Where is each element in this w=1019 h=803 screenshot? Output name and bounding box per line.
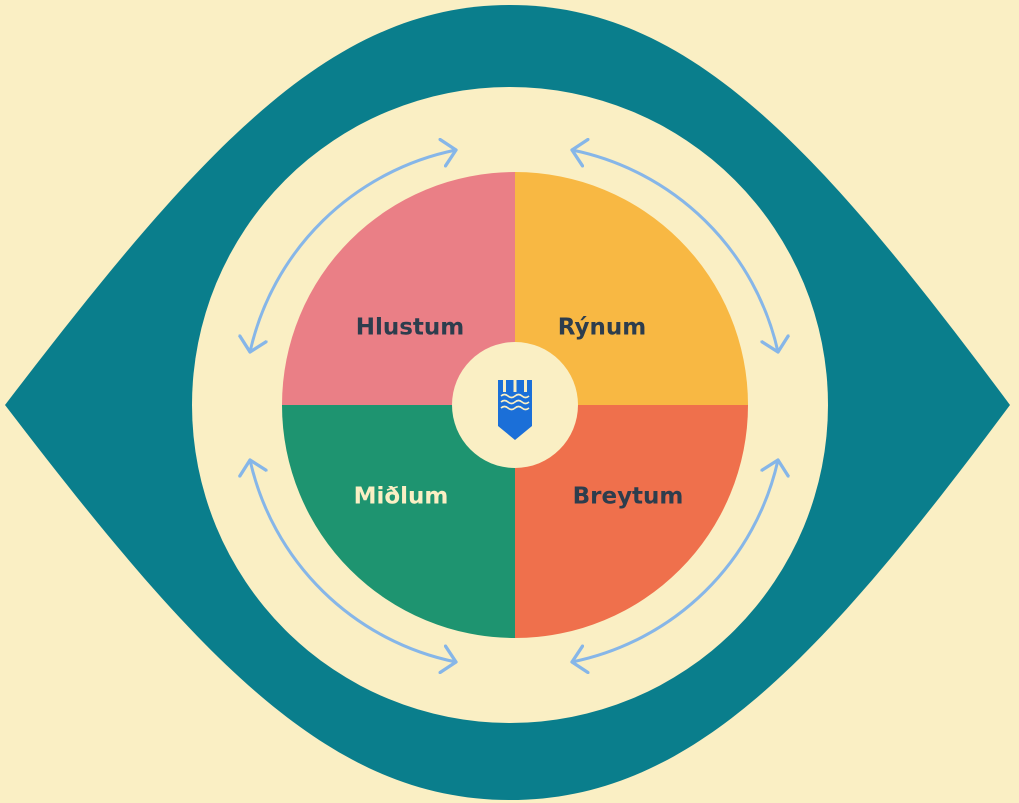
- quadrant-label: Rýnum: [558, 315, 646, 341]
- page: Hlustum Rýnum Miðlum Breytum (() => { co…: [0, 0, 1019, 803]
- quadrant-label: Breytum: [573, 484, 684, 510]
- diagram: Hlustum Rýnum Miðlum Breytum: [0, 0, 1019, 803]
- quadrant-label: Hlustum: [356, 315, 465, 341]
- quadrant-label: Miðlum: [354, 484, 449, 510]
